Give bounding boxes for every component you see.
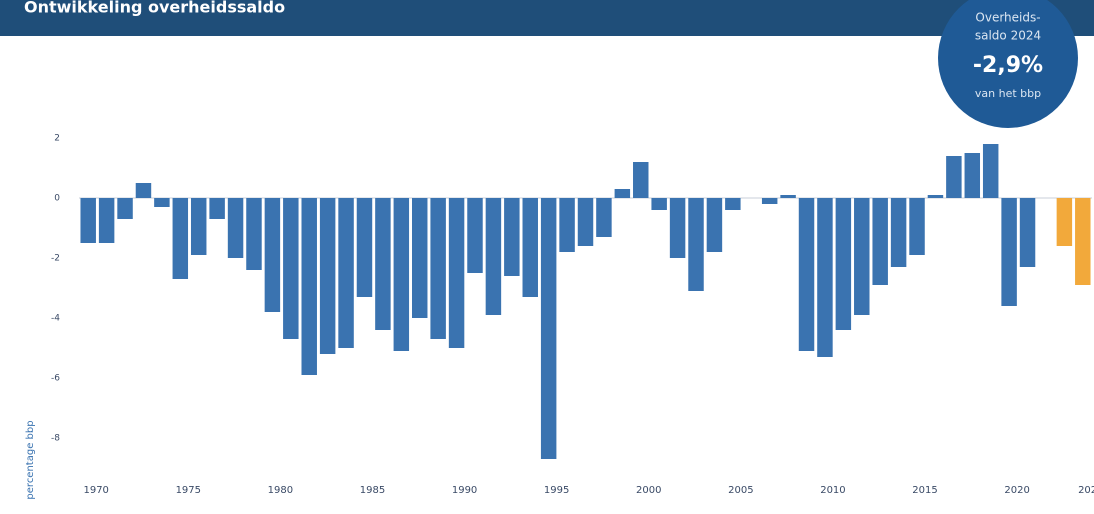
bar — [209, 198, 225, 219]
badge-line: Overheids- — [975, 11, 1040, 25]
x-tick-label: 2015 — [912, 485, 937, 496]
bar — [485, 198, 502, 315]
chart-title: Ontwikkeling overheidssaldo — [24, 0, 285, 17]
bar — [540, 198, 557, 459]
bar — [264, 198, 281, 312]
bar — [227, 198, 244, 258]
bar — [504, 198, 520, 276]
bar — [633, 162, 649, 198]
x-tick-label: 2010 — [820, 485, 845, 496]
bar — [412, 198, 428, 318]
badge-line: saldo 2024 — [975, 29, 1041, 43]
x-tick-label: 1985 — [360, 485, 385, 496]
bar — [688, 198, 704, 291]
bar — [890, 198, 907, 267]
bar — [1019, 198, 1036, 267]
y-axis-label: percentage bbp — [25, 420, 36, 499]
bar — [761, 198, 778, 204]
bar — [1001, 198, 1017, 306]
bar — [98, 198, 115, 243]
x-tick-label: 2000 — [636, 485, 661, 496]
x-tick-label: 1970 — [83, 485, 108, 496]
x-tick-label: 2005 — [728, 485, 753, 496]
bar — [909, 198, 925, 255]
y-tick-label: 2 — [54, 134, 60, 144]
bar — [356, 198, 373, 297]
badge — [938, 0, 1078, 128]
bar — [522, 198, 538, 297]
bar — [927, 195, 944, 198]
y-tick-label: -8 — [51, 434, 60, 444]
bar — [154, 198, 170, 207]
bar — [577, 198, 594, 246]
bar — [982, 144, 999, 198]
bar — [135, 183, 152, 198]
bar — [780, 195, 796, 198]
x-tick-label: 1980 — [268, 485, 293, 496]
bar — [596, 198, 612, 237]
x-tick-label: 2024 — [1078, 485, 1094, 496]
bar — [393, 198, 410, 351]
y-tick-label: -4 — [51, 314, 60, 324]
bar — [172, 198, 189, 279]
bar — [817, 198, 833, 357]
bar — [872, 198, 888, 285]
badge-value: -2,9% — [973, 53, 1043, 78]
x-tick-label: 1995 — [544, 485, 569, 496]
y-tick-label: 0 — [54, 194, 60, 204]
bar — [190, 198, 207, 255]
bar — [1075, 198, 1091, 285]
bar — [964, 153, 981, 198]
bar — [854, 198, 870, 315]
badge-line: van het bbp — [975, 87, 1041, 100]
bar — [669, 198, 686, 258]
bar — [319, 198, 336, 354]
x-tick-label: 2020 — [1004, 485, 1029, 496]
bar — [835, 198, 852, 330]
bar — [798, 198, 815, 351]
bar — [946, 156, 962, 198]
x-tick-label: 1990 — [452, 485, 477, 496]
y-tick-label: -2 — [51, 254, 60, 264]
bar — [725, 198, 741, 210]
y-tick-label: -6 — [51, 374, 60, 384]
bar — [338, 198, 354, 348]
bar — [80, 198, 96, 243]
bar — [283, 198, 299, 339]
header-bar — [0, 0, 1094, 36]
bar — [246, 198, 262, 270]
bar — [1056, 198, 1073, 246]
bar — [375, 198, 391, 330]
bar — [117, 198, 133, 219]
bar — [559, 198, 575, 252]
bar — [651, 198, 667, 210]
bar — [301, 198, 317, 375]
bar — [706, 198, 723, 252]
bar — [430, 198, 446, 339]
bar — [614, 189, 631, 198]
bar — [467, 198, 483, 273]
x-tick-label: 1975 — [176, 485, 201, 496]
bar — [448, 198, 465, 348]
